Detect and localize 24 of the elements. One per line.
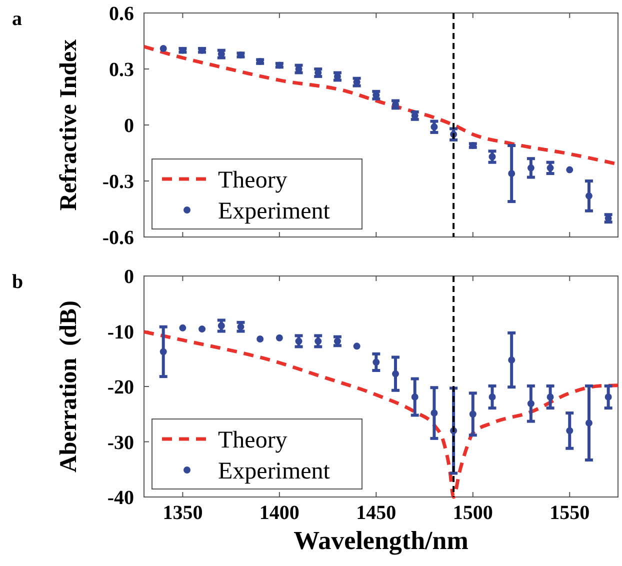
- y-tick-label: -10: [107, 321, 134, 344]
- legend-label: Theory: [218, 427, 288, 454]
- y-axis-title: Refractive Index: [56, 39, 82, 211]
- x-tick-label: 1350: [162, 502, 203, 524]
- y-tick-label: -30: [107, 432, 134, 454]
- legend-label: Experiment: [218, 198, 330, 224]
- x-axis-title: Wavelength/nm: [294, 526, 469, 555]
- x-tick-label: 1450: [356, 502, 396, 524]
- y-tick-label: -40: [107, 487, 134, 509]
- x-tick-label: 1500: [452, 502, 493, 524]
- y-tick-label: 0: [124, 115, 134, 137]
- y-tick-label: -0.3: [102, 171, 134, 193]
- y-axis-title: Aberration (dB): [56, 300, 82, 472]
- y-tick-label: -20: [107, 376, 134, 398]
- y-tick-label: 0: [124, 266, 134, 288]
- legend-label: Theory: [218, 167, 288, 194]
- chart-title: a: [12, 8, 22, 30]
- y-tick-label: 0.3: [109, 59, 134, 81]
- chart-title: b: [12, 271, 24, 293]
- legend-label: Experiment: [218, 458, 330, 484]
- x-tick-label: 1400: [259, 502, 300, 524]
- x-tick-label: 1550: [550, 502, 590, 524]
- y-tick-label: -0.6: [102, 227, 134, 249]
- y-tick-label: 0.6: [109, 3, 134, 25]
